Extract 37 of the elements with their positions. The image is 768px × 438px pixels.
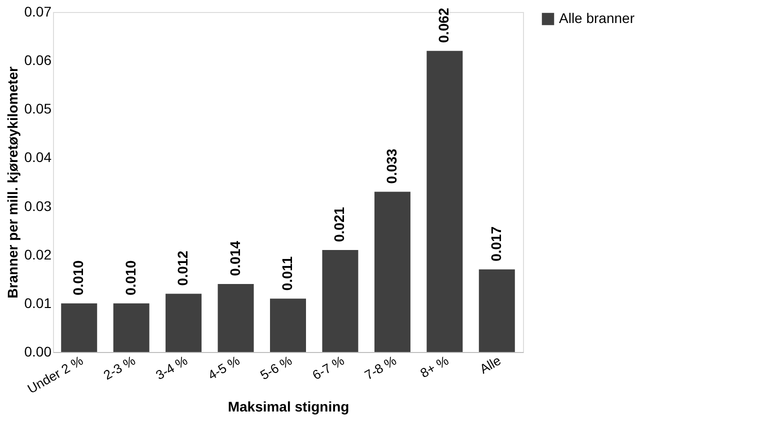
data-label: 0.014 xyxy=(226,240,243,276)
x-tick-label: 3-4 % xyxy=(153,352,190,383)
bar xyxy=(478,269,515,352)
y-tick-label: 0.06 xyxy=(24,52,52,68)
y-axis-title: Branner per mill. kjøretøykilometer xyxy=(4,66,20,298)
y-tick-label: 0.07 xyxy=(24,4,52,20)
data-label: 0.010 xyxy=(122,260,138,296)
bar xyxy=(61,303,98,352)
y-tick-label: 0.05 xyxy=(24,100,52,117)
y-tick-label: 0.02 xyxy=(24,246,52,262)
data-label: 0.010 xyxy=(70,260,86,296)
legend-label: Alle branner xyxy=(559,10,635,26)
data-label: 0.021 xyxy=(331,206,348,242)
bar xyxy=(113,303,150,352)
y-tick-label: 0.04 xyxy=(24,149,52,166)
y-tick-label: 0.00 xyxy=(24,344,52,360)
bar xyxy=(322,250,358,352)
bar xyxy=(218,284,254,352)
x-tick-label: 5-6 % xyxy=(258,352,295,383)
bar xyxy=(426,50,463,352)
x-tick-label: 4-5 % xyxy=(205,352,243,383)
y-tick-label: 0.03 xyxy=(24,198,52,214)
data-label: 0.011 xyxy=(279,256,295,291)
data-label: 0.033 xyxy=(383,148,400,184)
bar xyxy=(270,298,306,352)
x-tick-label: 7-8 % xyxy=(362,352,400,383)
x-tick-label: Alle xyxy=(477,352,504,377)
x-axis-title: Maksimal stigning xyxy=(228,398,350,414)
x-tick-label: 2-3 % xyxy=(100,352,138,383)
data-label: 0.017 xyxy=(488,226,504,262)
y-tick-label: 0.01 xyxy=(24,294,52,311)
bar xyxy=(374,192,410,352)
x-tick-label: 8+ % xyxy=(418,352,452,381)
x-tick-label: 6-7 % xyxy=(310,352,348,383)
bar xyxy=(166,294,202,352)
data-label: 0.012 xyxy=(174,250,191,286)
data-label: 0.062 xyxy=(436,8,452,43)
